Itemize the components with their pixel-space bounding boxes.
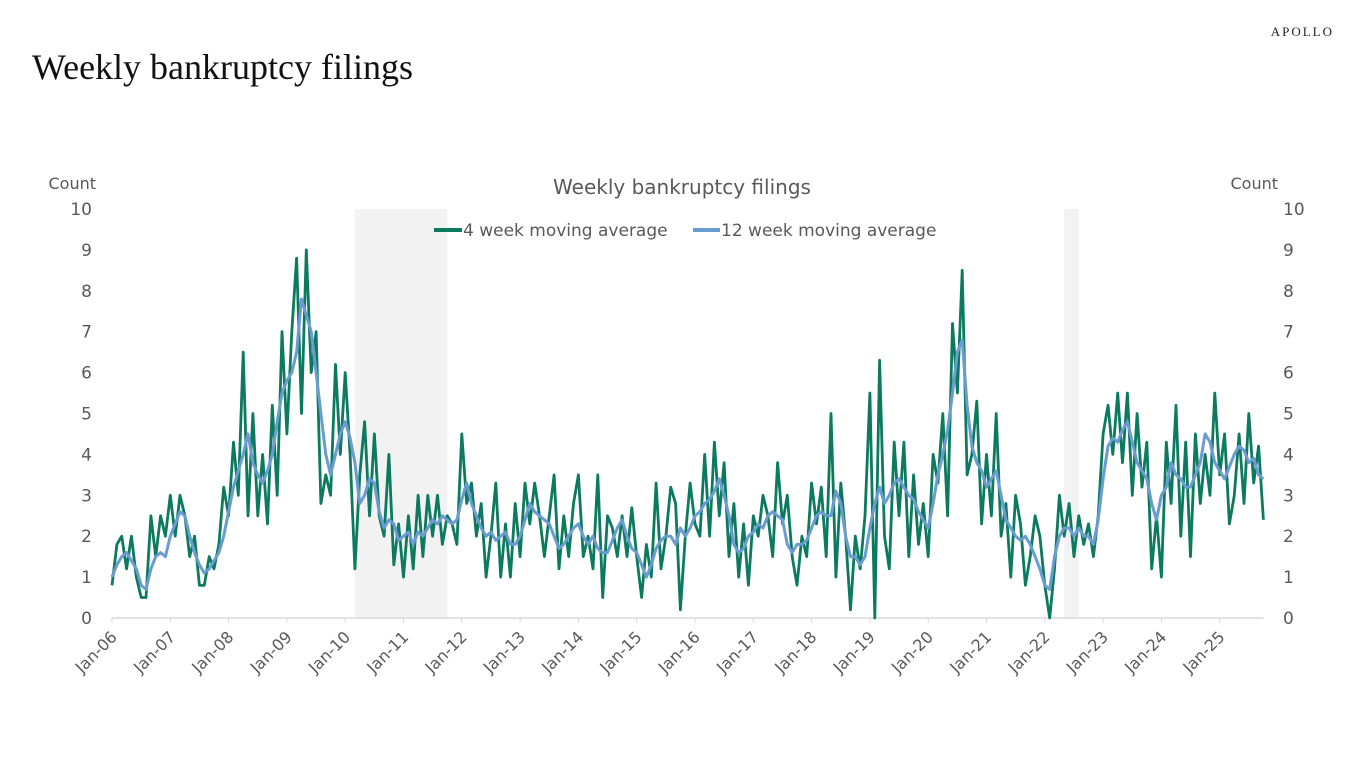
x-tick-label: Jan-18 bbox=[770, 627, 820, 677]
y-tick-right: 0 bbox=[1283, 609, 1294, 629]
y-tick-left: 10 bbox=[70, 200, 92, 220]
x-tick-label: Jan-17 bbox=[712, 627, 762, 677]
y-tick-left: 1 bbox=[81, 568, 92, 588]
x-tick-label: Jan-16 bbox=[654, 627, 704, 677]
y-tick-left: 3 bbox=[81, 486, 92, 506]
y-tick-left: 8 bbox=[81, 282, 92, 302]
y-tick-right: 7 bbox=[1283, 323, 1294, 343]
x-tick-label: Jan-13 bbox=[479, 627, 529, 677]
y-tick-right: 10 bbox=[1283, 200, 1305, 220]
y-tick-left: 2 bbox=[81, 527, 92, 547]
y-axis-label-right: Count bbox=[1230, 174, 1278, 193]
y-tick-left: 9 bbox=[81, 241, 92, 261]
recession-shading bbox=[354, 209, 1079, 618]
x-tick-label: Jan-14 bbox=[537, 627, 587, 677]
legend-label-12wk: 12 week moving average bbox=[721, 221, 936, 241]
y-tick-left: 4 bbox=[81, 445, 92, 465]
x-tick-label: Jan-24 bbox=[1120, 627, 1170, 677]
recession-shade bbox=[1064, 209, 1079, 618]
chart-title: Weekly bankruptcy filings bbox=[553, 175, 811, 199]
x-tick-label: Jan-07 bbox=[129, 627, 179, 677]
y-tick-right: 5 bbox=[1283, 405, 1294, 425]
y-tick-right: 6 bbox=[1283, 364, 1294, 384]
x-tick-label: Jan-11 bbox=[362, 627, 412, 677]
x-tick-label: Jan-22 bbox=[1004, 627, 1054, 677]
x-tick-label: Jan-08 bbox=[187, 627, 237, 677]
y-tick-left: 5 bbox=[81, 405, 92, 425]
x-tick-label: Jan-19 bbox=[829, 627, 879, 677]
legend-label-4wk: 4 week moving average bbox=[463, 221, 668, 241]
apollo-logo: APOLLO bbox=[1270, 24, 1334, 39]
series-line-12wk bbox=[110, 297, 1265, 591]
x-tick-label: Jan-12 bbox=[421, 627, 471, 677]
y-tick-right: 2 bbox=[1283, 527, 1294, 547]
legend: 4 week moving average 12 week moving ave… bbox=[434, 221, 936, 241]
x-tick-label: Jan-09 bbox=[246, 627, 296, 677]
series-line-4wk bbox=[110, 248, 1265, 620]
x-tick-label: Jan-15 bbox=[595, 627, 645, 677]
y-tick-right: 1 bbox=[1283, 568, 1294, 588]
y-tick-right: 3 bbox=[1283, 486, 1294, 506]
x-tick-label: Jan-25 bbox=[1178, 627, 1228, 677]
page-title: Weekly bankruptcy filings bbox=[32, 47, 414, 87]
y-tick-left: 0 bbox=[81, 609, 92, 629]
x-tick-label: Jan-06 bbox=[71, 627, 121, 677]
y-tick-right: 9 bbox=[1283, 241, 1294, 261]
y-tick-right: 4 bbox=[1283, 445, 1294, 465]
x-tick-label: Jan-23 bbox=[1062, 627, 1112, 677]
x-tick-label: Jan-21 bbox=[945, 627, 995, 677]
x-tick-label: Jan-20 bbox=[887, 627, 937, 677]
y-tick-left: 7 bbox=[81, 323, 92, 343]
y-axis-label-left: Count bbox=[48, 174, 96, 193]
y-tick-left: 6 bbox=[81, 364, 92, 384]
y-tick-right: 8 bbox=[1283, 282, 1294, 302]
x-tick-label: Jan-10 bbox=[304, 627, 354, 677]
